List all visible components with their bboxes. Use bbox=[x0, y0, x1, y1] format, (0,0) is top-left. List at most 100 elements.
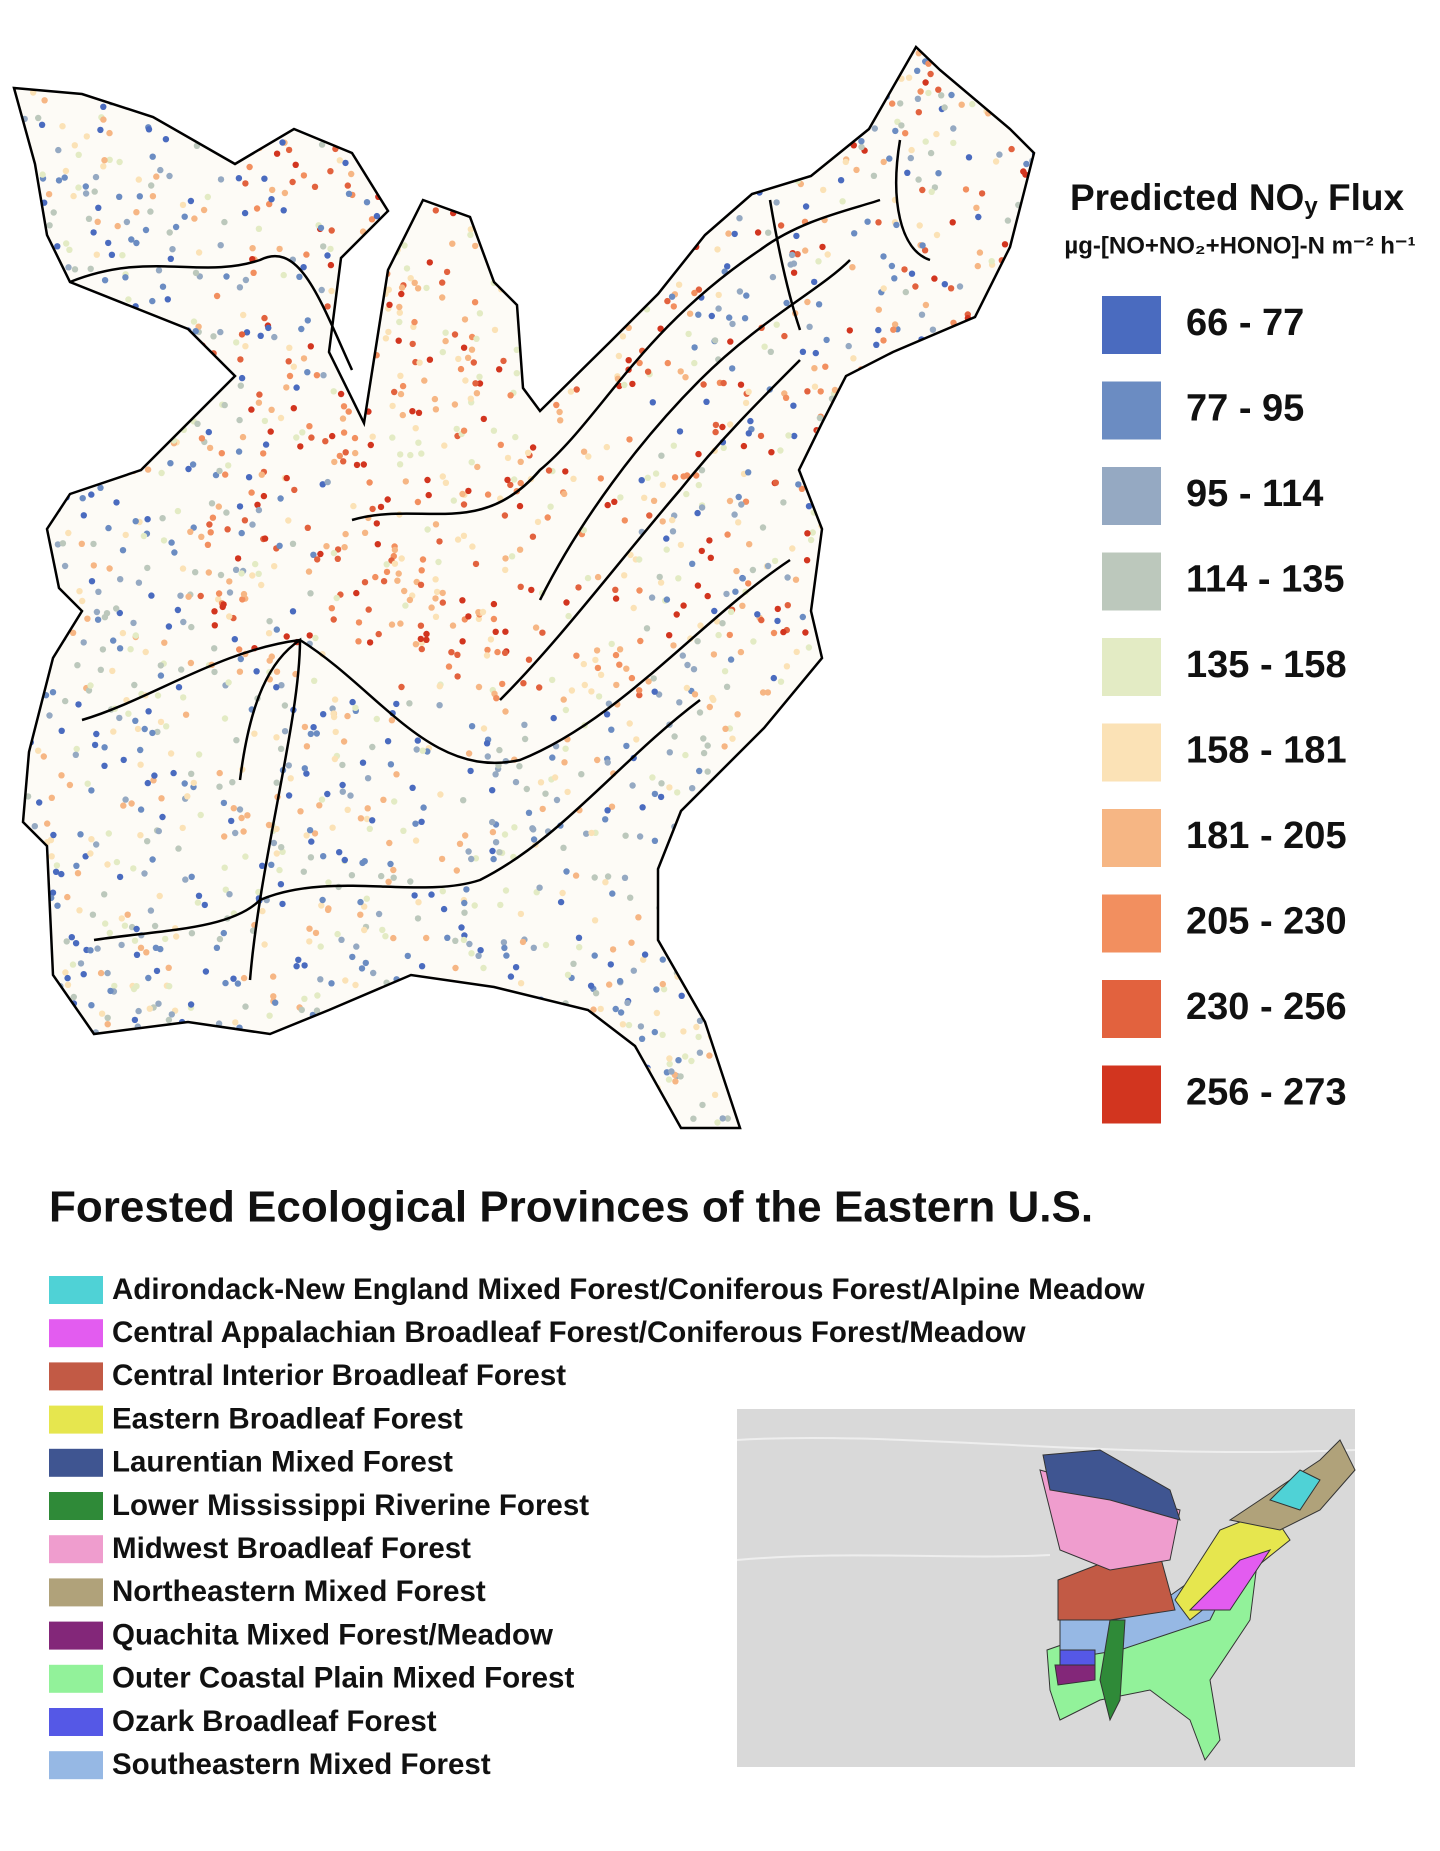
flux-dot bbox=[194, 1027, 201, 1035]
flux-dot bbox=[95, 588, 102, 595]
flux-dot bbox=[647, 171, 654, 178]
flux-dot bbox=[552, 379, 559, 387]
flux-dot bbox=[1001, 614, 1008, 621]
flux-dot bbox=[856, 532, 863, 539]
flux-dot bbox=[511, 1106, 518, 1113]
flux-dot bbox=[1000, 680, 1007, 688]
flux-dot bbox=[873, 1019, 881, 1026]
flux-dot bbox=[841, 805, 848, 813]
flux-dot bbox=[400, 827, 407, 834]
flux-dot bbox=[478, 78, 486, 85]
flux-dot bbox=[477, 1061, 484, 1068]
flux-dot bbox=[716, 1023, 723, 1031]
flux-dot bbox=[303, 770, 310, 777]
flux-dot bbox=[504, 476, 511, 484]
flux-dot bbox=[966, 431, 973, 438]
flux-dot bbox=[782, 136, 789, 143]
flux-dot bbox=[82, 853, 89, 860]
flux-dot bbox=[230, 975, 237, 982]
flux-dot bbox=[686, 310, 694, 317]
flux-dot bbox=[72, 751, 80, 758]
flux-dot bbox=[436, 683, 443, 690]
flux-dot bbox=[116, 314, 123, 321]
flux-dot bbox=[50, 209, 57, 216]
flux-dot bbox=[682, 751, 689, 759]
flux-dot bbox=[777, 447, 784, 454]
flux-dot bbox=[973, 355, 981, 362]
flux-dot bbox=[490, 600, 498, 608]
flux-dot bbox=[182, 711, 190, 718]
flux-dot bbox=[517, 910, 525, 918]
flux-dot bbox=[804, 298, 811, 306]
flux-dot bbox=[663, 535, 670, 542]
flux-dot bbox=[166, 229, 173, 236]
flux-dot bbox=[23, 666, 31, 673]
flux-dot bbox=[204, 541, 212, 548]
flux-dot bbox=[238, 814, 245, 822]
flux-dot bbox=[820, 186, 827, 194]
flux-dot bbox=[460, 344, 468, 351]
flux-dot bbox=[511, 1003, 518, 1010]
flux-dot bbox=[542, 77, 549, 84]
flux-dot bbox=[147, 208, 154, 215]
flux-dot bbox=[861, 388, 868, 395]
flux-dot bbox=[87, 947, 94, 954]
flux-dot bbox=[307, 730, 314, 738]
flux-dot bbox=[120, 756, 127, 764]
flux-dot bbox=[567, 73, 574, 81]
flux-dot bbox=[83, 415, 91, 423]
flux-dot bbox=[285, 358, 292, 365]
flux-dot bbox=[62, 240, 70, 247]
flux-dot bbox=[612, 595, 620, 602]
flux-dot bbox=[893, 221, 900, 229]
flux-dot bbox=[147, 1029, 154, 1036]
flux-dot bbox=[799, 348, 807, 355]
flux-dot bbox=[729, 824, 737, 831]
flux-dot bbox=[736, 215, 743, 222]
flux-dot bbox=[246, 163, 253, 171]
flux-dot bbox=[106, 156, 113, 163]
flux-dot bbox=[1012, 842, 1019, 849]
flux-dot bbox=[369, 170, 376, 178]
flux-dot bbox=[25, 1026, 32, 1033]
flux-dot bbox=[888, 262, 896, 270]
flux-dot bbox=[221, 401, 228, 409]
flux-dot bbox=[722, 863, 730, 870]
flux-dot bbox=[80, 639, 87, 646]
flux-dot bbox=[133, 925, 140, 933]
flux-dot bbox=[650, 497, 658, 504]
flux-dot bbox=[316, 802, 323, 809]
flux-dot bbox=[805, 65, 812, 73]
flux-dot bbox=[1010, 508, 1018, 515]
flux-dot bbox=[541, 97, 549, 105]
flux-dot bbox=[672, 1078, 679, 1085]
flux-dot bbox=[333, 71, 340, 79]
flux-dot bbox=[902, 130, 909, 137]
flux-dot bbox=[451, 1127, 458, 1128]
flux-dot bbox=[89, 911, 97, 918]
flux-dot bbox=[517, 479, 524, 487]
flux-dot bbox=[991, 1032, 999, 1039]
flux-dot bbox=[817, 388, 824, 395]
flux-dot bbox=[122, 796, 129, 803]
flux-dot bbox=[890, 480, 897, 488]
flux-dot bbox=[657, 216, 665, 224]
flux-dot bbox=[993, 685, 1001, 693]
flux-dot bbox=[468, 459, 475, 466]
flux-dot bbox=[407, 275, 414, 282]
flux-dot bbox=[332, 728, 339, 736]
flux-dot bbox=[630, 967, 637, 974]
flux-dot bbox=[240, 590, 248, 598]
flux-dot bbox=[648, 235, 655, 242]
flux-dot bbox=[54, 243, 61, 250]
map-land bbox=[14, 47, 1034, 1128]
flux-dot bbox=[103, 610, 111, 617]
flux-dot bbox=[727, 656, 735, 663]
flux-dot bbox=[142, 1032, 149, 1039]
flux-dot bbox=[844, 386, 851, 393]
flux-dot bbox=[370, 61, 377, 69]
flux-dot bbox=[181, 1048, 188, 1055]
flux-dot bbox=[461, 899, 468, 907]
flux-dot bbox=[1009, 487, 1016, 494]
flux-dot bbox=[633, 736, 640, 743]
